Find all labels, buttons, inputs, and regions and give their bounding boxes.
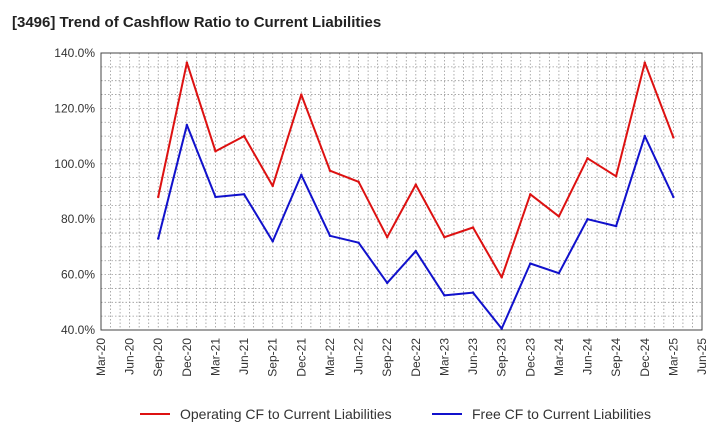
legend: Operating CF to Current Liabilities Free … <box>140 406 651 422</box>
x-tick-label: Dec-21 <box>294 338 308 377</box>
data-point <box>614 224 618 228</box>
data-point <box>385 236 389 239</box>
plot-area-frame <box>100 52 703 331</box>
data-point <box>471 226 475 229</box>
x-tick-label: Dec-23 <box>523 338 537 377</box>
data-point <box>529 262 532 265</box>
grid-lines <box>101 53 702 330</box>
data-point <box>672 136 675 139</box>
data-point <box>357 180 360 184</box>
x-tick-label: Mar-21 <box>208 338 222 376</box>
data-point <box>414 249 418 253</box>
data-point <box>271 240 274 243</box>
chart-title: [3496] Trend of Cashflow Ratio to Curren… <box>12 14 382 31</box>
x-tick-label: Mar-25 <box>666 338 680 376</box>
series-layer <box>157 61 675 330</box>
data-point <box>500 327 503 330</box>
data-point <box>672 195 675 199</box>
x-tick-label: Jun-23 <box>466 338 480 375</box>
data-point <box>157 237 160 240</box>
x-tick-label: Sep-22 <box>380 338 394 377</box>
data-point <box>614 175 618 178</box>
x-tick-label: Dec-22 <box>409 338 423 377</box>
data-point <box>300 93 303 96</box>
y-tick-label: 60.0% <box>61 268 95 282</box>
x-tick-label: Dec-20 <box>180 338 194 377</box>
legend-label: Operating CF to Current Liabilities <box>180 406 392 422</box>
x-tick-label: Sep-20 <box>151 338 165 377</box>
data-point <box>586 157 589 160</box>
data-point <box>414 183 418 186</box>
data-point <box>214 150 217 153</box>
data-point <box>385 281 389 285</box>
y-tick-label: 120.0% <box>54 101 95 115</box>
x-tick-label: Mar-20 <box>94 338 108 376</box>
x-tick-label: Dec-24 <box>638 338 652 377</box>
data-point <box>242 193 246 196</box>
y-tick-label: 100.0% <box>54 157 95 171</box>
data-point <box>328 234 332 238</box>
x-tick-label: Sep-21 <box>266 338 280 377</box>
y-axis-ticks: 40.0% 60.0% 80.0% 100.0% 120.0% 140.0% <box>54 46 95 337</box>
y-tick-label: 40.0% <box>61 323 95 337</box>
x-tick-label: Jun-24 <box>581 338 595 375</box>
x-tick-label: Jun-25 <box>695 338 709 375</box>
data-point <box>500 276 503 279</box>
data-point <box>271 184 274 188</box>
data-point <box>643 134 646 138</box>
data-point <box>185 61 189 64</box>
data-point <box>643 61 646 64</box>
data-point <box>157 195 160 199</box>
x-tick-label: Mar-22 <box>323 338 337 376</box>
y-tick-label: 80.0% <box>61 212 95 226</box>
data-point <box>242 134 246 138</box>
legend-label: Free CF to Current Liabilities <box>472 406 651 422</box>
data-point <box>300 173 303 177</box>
data-point <box>185 123 189 127</box>
data-point <box>557 215 561 218</box>
x-axis-ticks: Mar-20 Jun-20 Sep-20 Dec-20 Mar-21 Jun-21 Sep-… <box>94 338 709 377</box>
data-point <box>443 294 446 297</box>
data-point <box>557 272 561 275</box>
data-point <box>357 241 360 244</box>
x-tick-label: Jun-22 <box>352 338 366 375</box>
x-tick-label: Mar-24 <box>552 338 566 376</box>
x-tick-label: Mar-23 <box>437 338 451 376</box>
x-tick-label: Jun-21 <box>237 338 251 375</box>
data-point <box>529 193 532 196</box>
x-tick-label: Sep-23 <box>495 338 509 377</box>
x-tick-label: Jun-20 <box>123 338 137 375</box>
data-point <box>586 218 589 221</box>
data-point <box>214 195 217 199</box>
data-point <box>328 169 332 172</box>
data-point <box>471 291 475 294</box>
y-tick-label: 140.0% <box>54 46 95 60</box>
data-point <box>443 236 446 239</box>
x-tick-label: Sep-24 <box>609 338 623 377</box>
